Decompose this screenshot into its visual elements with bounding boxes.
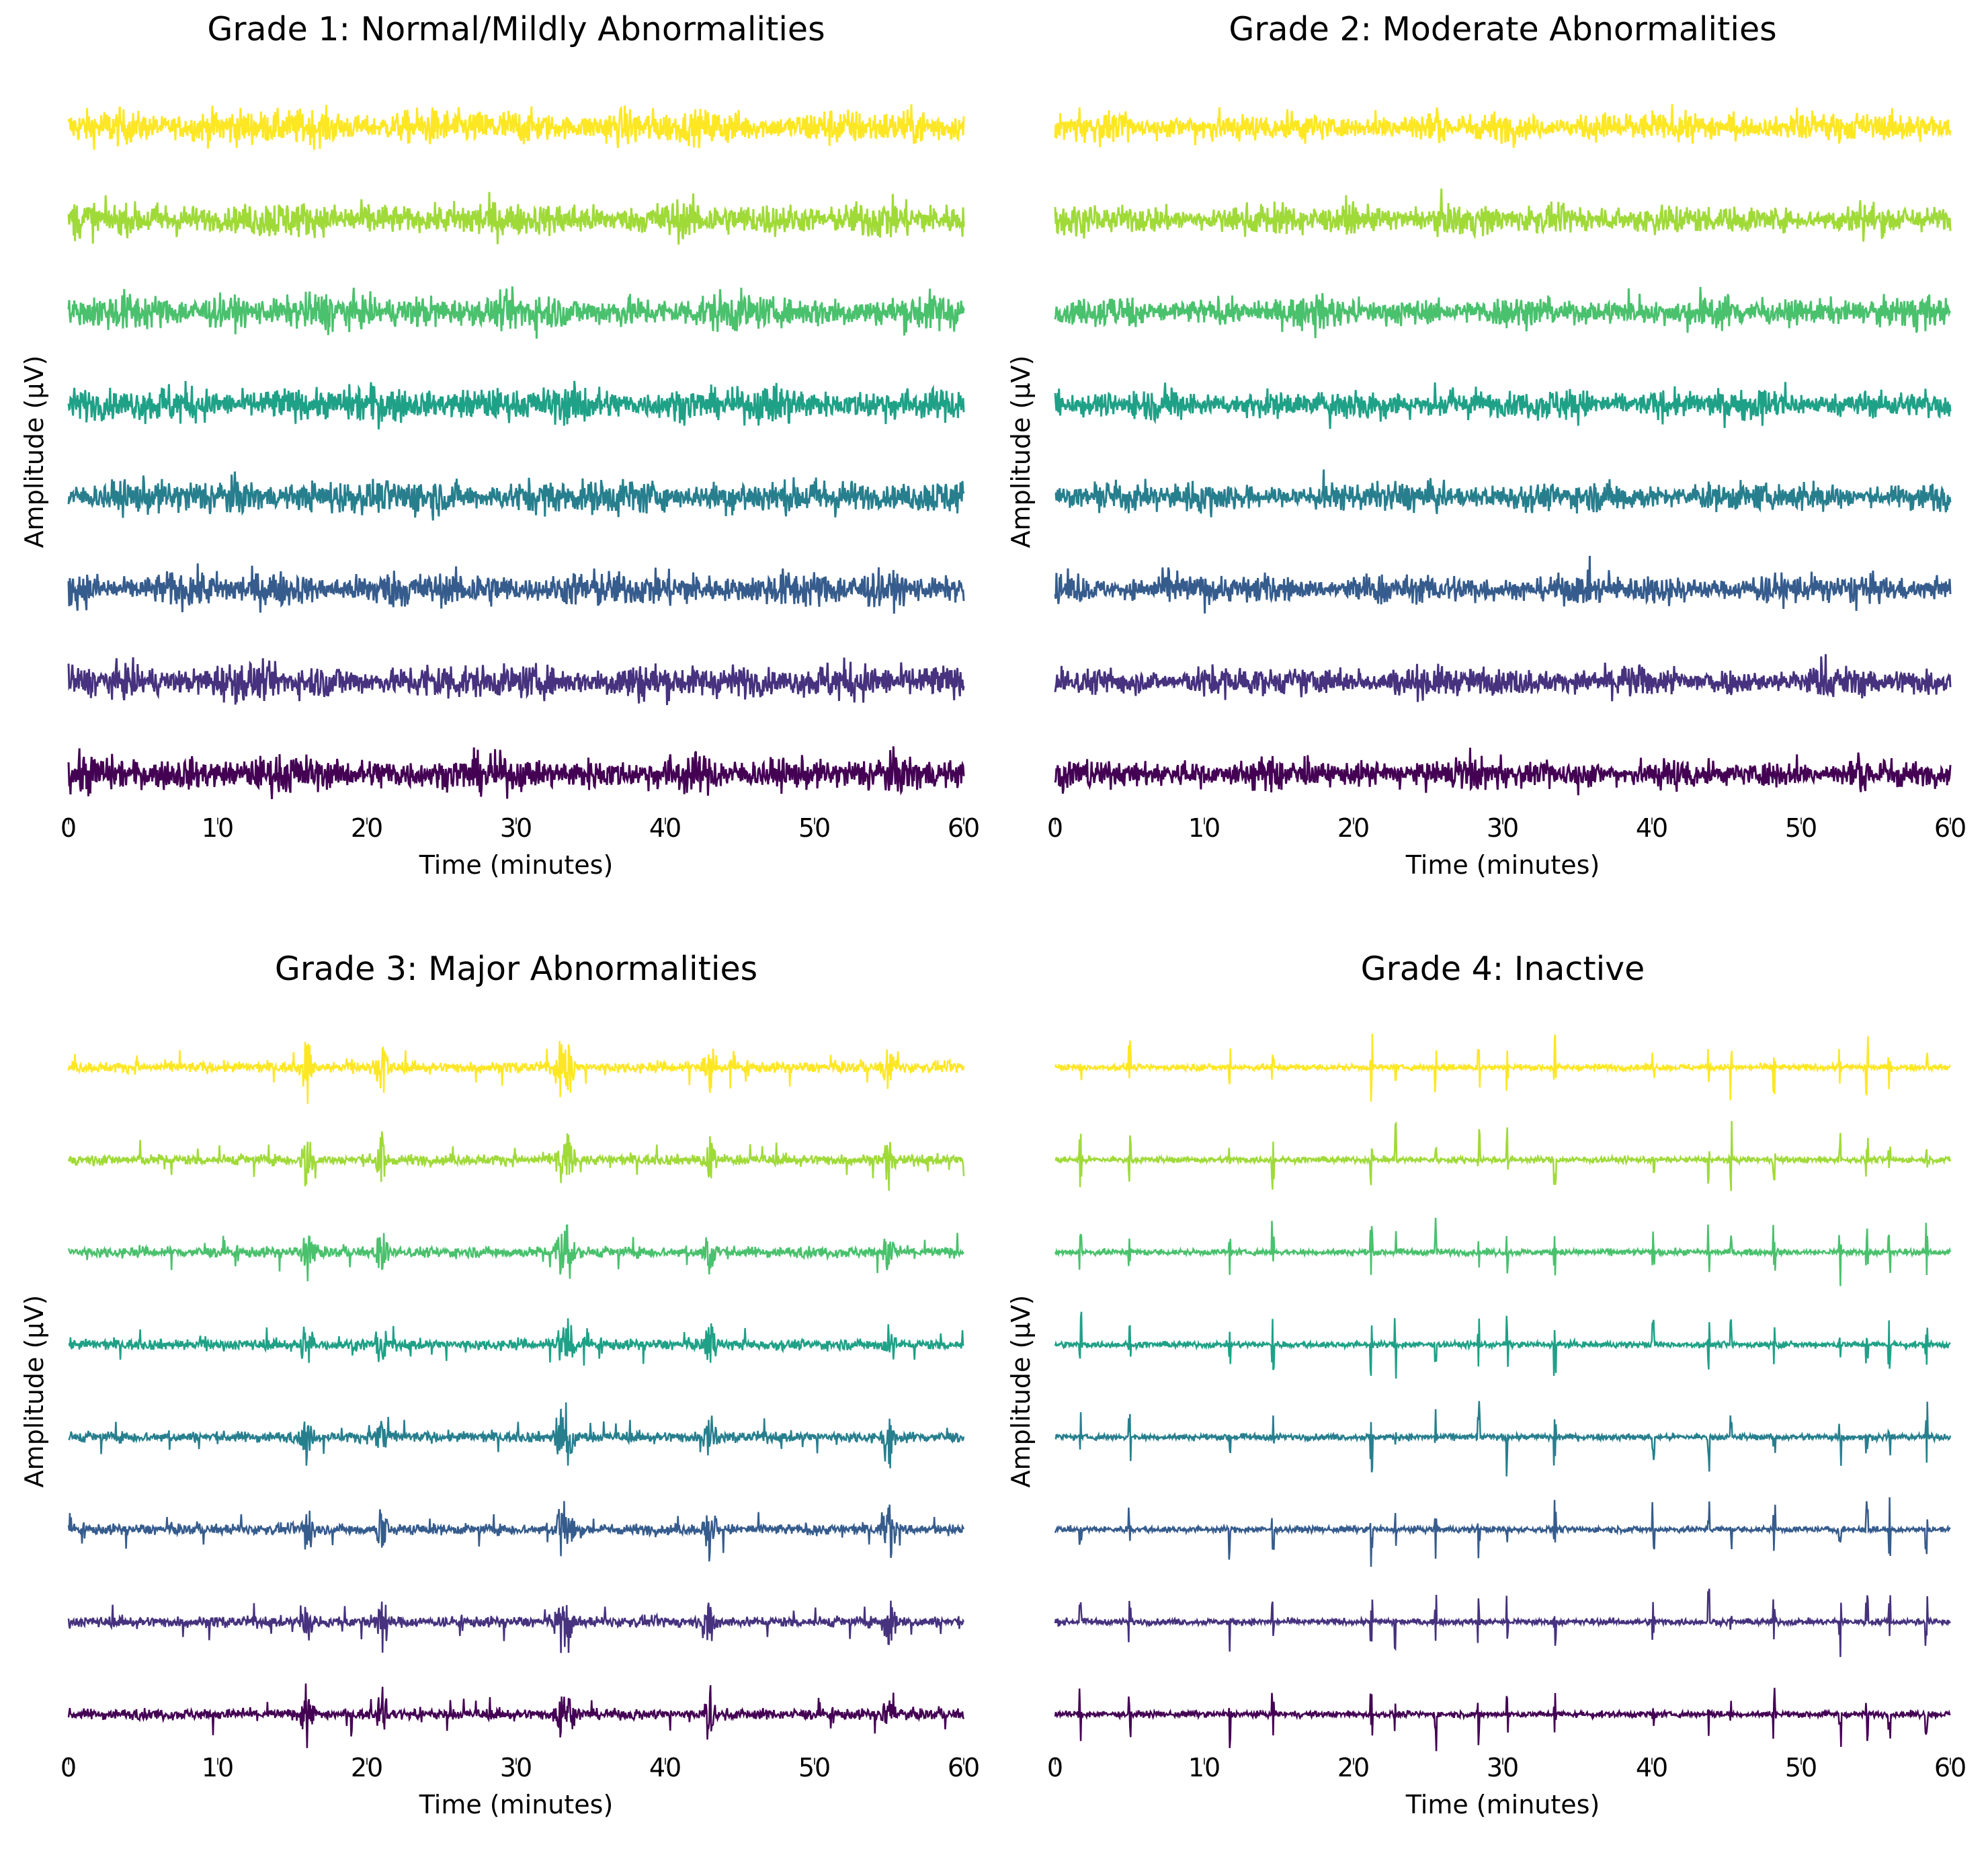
panel-title: Grade 2: Moderate Abnormalities (1229, 10, 1776, 48)
x-tick-label: 60 (948, 813, 980, 843)
x-axis-label: Time (minutes) (419, 1790, 614, 1819)
x-tick-label: 40 (1636, 1753, 1668, 1782)
panel-title: Grade 1: Normal/Mildly Abnormalities (207, 10, 825, 48)
x-tick-label: 50 (1785, 813, 1817, 843)
trace-channel-5 (1054, 469, 1952, 518)
trace-channel-3 (1054, 1217, 1952, 1286)
x-tick-label: 20 (1337, 813, 1370, 843)
trace-channel-5 (1054, 1401, 1952, 1477)
trace-channel-5 (68, 1402, 965, 1469)
x-tick-label: 10 (202, 813, 234, 843)
trace-channel-2 (1054, 188, 1952, 242)
trace-channel-1 (1054, 104, 1952, 148)
x-tick-label: 0 (60, 1753, 77, 1782)
x-tick-label: 60 (948, 1753, 980, 1782)
x-tick-label: 10 (202, 1753, 234, 1782)
trace-channel-4 (68, 1318, 964, 1366)
x-tick-label: 20 (351, 1753, 383, 1782)
x-tick-label: 50 (798, 1753, 831, 1782)
trace-channel-2 (67, 1131, 965, 1191)
y-axis-label: Amplitude (μV) (1006, 356, 1036, 548)
trace-channel-2 (1054, 1120, 1952, 1192)
y-axis-label: Amplitude (μV) (1006, 1295, 1036, 1488)
trace-channel-3 (1054, 286, 1952, 339)
x-tick-label: 20 (1337, 1753, 1370, 1782)
x-axis-label: Time (minutes) (1405, 1790, 1600, 1819)
x-tick-label: 50 (1785, 1753, 1817, 1782)
panel-grade-1: Grade 1: Normal/Mildly Abnormalities 0 10 2… (19, 10, 980, 880)
y-axis-label: Amplitude (μV) (19, 356, 49, 548)
x-tick-label: 50 (798, 813, 831, 843)
trace-channel-4 (1054, 1311, 1951, 1379)
trace-channel-1 (67, 104, 965, 150)
trace-channel-1 (1054, 1033, 1951, 1102)
panel-title: Grade 3: Major Abnormalities (275, 950, 757, 988)
x-tick-label: 30 (1487, 813, 1519, 843)
trace-channel-8 (67, 1683, 965, 1748)
trace-channel-5 (67, 471, 965, 521)
trace-channel-1 (67, 1040, 965, 1104)
trace-channel-6 (67, 1501, 965, 1562)
panel-title: Grade 4: Inactive (1361, 950, 1645, 988)
x-tick-label: 0 (1047, 1753, 1063, 1782)
trace-channel-3 (67, 286, 965, 339)
x-tick-label: 40 (1636, 813, 1668, 843)
x-tick-label: 40 (649, 1753, 681, 1782)
x-tick-label: 30 (500, 1753, 532, 1782)
trace-channel-4 (67, 380, 965, 429)
trace-channel-7 (1054, 654, 1952, 702)
x-tick-label: 0 (60, 813, 77, 843)
x-tick-label: 60 (1934, 813, 1966, 843)
trace-channel-7 (67, 1600, 965, 1653)
trace-channel-6 (1054, 555, 1952, 614)
x-tick-label: 40 (649, 813, 681, 843)
x-axis-label: Time (minutes) (1405, 850, 1600, 880)
x-tick-label: 30 (500, 813, 532, 843)
trace-channel-7 (67, 657, 965, 706)
x-tick-label: 0 (1047, 813, 1063, 843)
x-tick-label: 10 (1188, 813, 1220, 843)
panel-grade-3: Grade 3: Major Abnormalities 0 10 20 30 40 50 6… (19, 950, 980, 1819)
trace-channel-6 (67, 563, 965, 614)
x-tick-label: 10 (1188, 1753, 1220, 1782)
trace-channel-6 (1054, 1497, 1951, 1567)
trace-channel-8 (1054, 747, 1952, 796)
trace-channel-8 (67, 746, 965, 799)
x-tick-label: 30 (1487, 1753, 1519, 1782)
panel-grade-2: Grade 2: Moderate Abnormalities 0 10 20 30 40… (1006, 10, 1966, 880)
x-tick-label: 20 (351, 813, 383, 843)
x-axis-label: Time (minutes) (419, 850, 614, 880)
panel-grade-4: Grade 4: Inactive 0 10 20 30 40 50 60 Time (minu… (1006, 950, 1966, 1819)
y-axis-label: Amplitude (μV) (19, 1295, 49, 1488)
x-tick-label: 60 (1934, 1753, 1966, 1782)
trace-channel-4 (1054, 382, 1952, 429)
trace-channel-7 (1054, 1588, 1951, 1657)
trace-channel-2 (67, 192, 965, 245)
trace-channel-3 (67, 1224, 964, 1282)
trace-channel-8 (1054, 1688, 1951, 1752)
